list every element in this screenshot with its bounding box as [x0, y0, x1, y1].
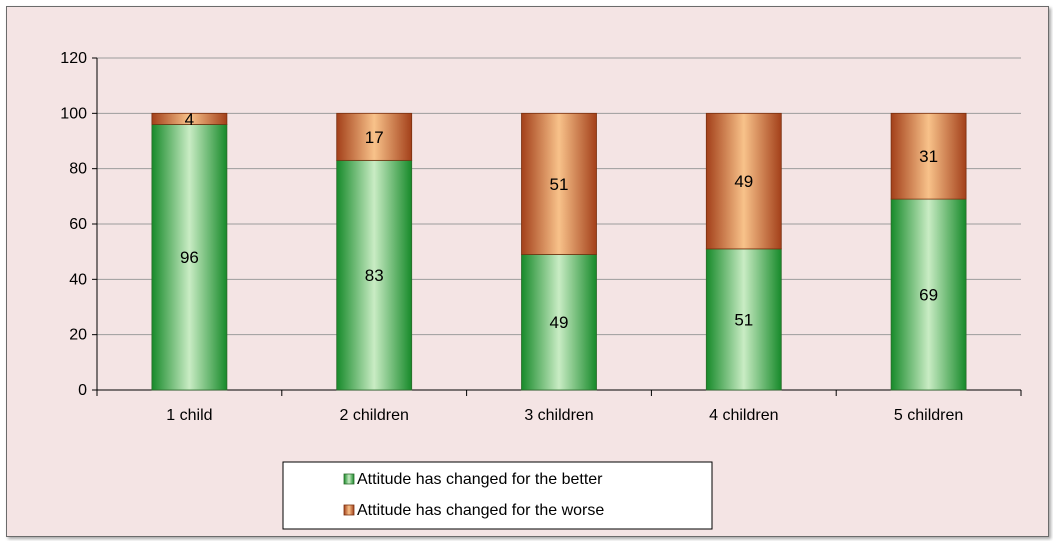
bar-better	[336, 159, 413, 391]
y-tick-label: 120	[60, 50, 87, 67]
legend: Attitude has changed for the better Atti…	[282, 461, 713, 530]
y-tick-label: 100	[60, 105, 87, 122]
bar-worse	[336, 112, 413, 161]
chart-container: 0 20 40 60 80 100 120 1 child 2 children 3 childr…	[6, 6, 1049, 537]
bar-worse	[705, 112, 782, 250]
data-label: 49	[734, 172, 753, 191]
data-label: 69	[919, 286, 938, 305]
legend-label-worse: Attitude has changed for the worse	[357, 502, 604, 519]
data-label: 51	[550, 175, 569, 194]
bar-better	[705, 248, 782, 391]
y-tick-label: 0	[78, 382, 87, 399]
data-label: 4	[185, 110, 194, 129]
x-category-label: 4 children	[709, 407, 778, 424]
stacked-bar-chart: 0 20 40 60 80 100 120 1 child 2 children 3 childr…	[60, 50, 1022, 530]
x-category-label: 3 children	[524, 407, 593, 424]
bars	[151, 112, 967, 391]
x-category-label: 2 children	[340, 407, 409, 424]
data-label: 17	[365, 128, 384, 147]
y-tick-label: 20	[69, 327, 87, 344]
bar-better	[890, 198, 967, 391]
data-label: 51	[734, 310, 753, 329]
y-tick-label: 80	[69, 161, 87, 178]
bar-worse	[151, 112, 228, 125]
y-tick-label: 60	[69, 216, 87, 233]
bar-better	[521, 254, 597, 391]
legend-label-better: Attitude has changed for the better	[357, 471, 603, 488]
data-label: 96	[180, 248, 199, 267]
data-labels: 96 4 83 17 49 51 51 49 69 31	[180, 110, 938, 332]
bar-better	[151, 124, 228, 391]
y-tick-label: 40	[69, 271, 87, 288]
legend-swatch-better	[343, 473, 355, 485]
bar-worse	[521, 112, 597, 255]
data-label: 31	[919, 147, 938, 166]
axes: 0 20 40 60 80 100 120 1 child 2 children 3 childr…	[60, 50, 1022, 424]
legend-box	[282, 461, 713, 530]
data-label: 83	[365, 266, 384, 285]
legend-swatch-worse	[343, 504, 355, 516]
x-category-label: 5 children	[894, 407, 963, 424]
x-category-label: 1 child	[166, 407, 212, 424]
bar-worse	[890, 112, 967, 200]
data-label: 49	[550, 313, 569, 332]
